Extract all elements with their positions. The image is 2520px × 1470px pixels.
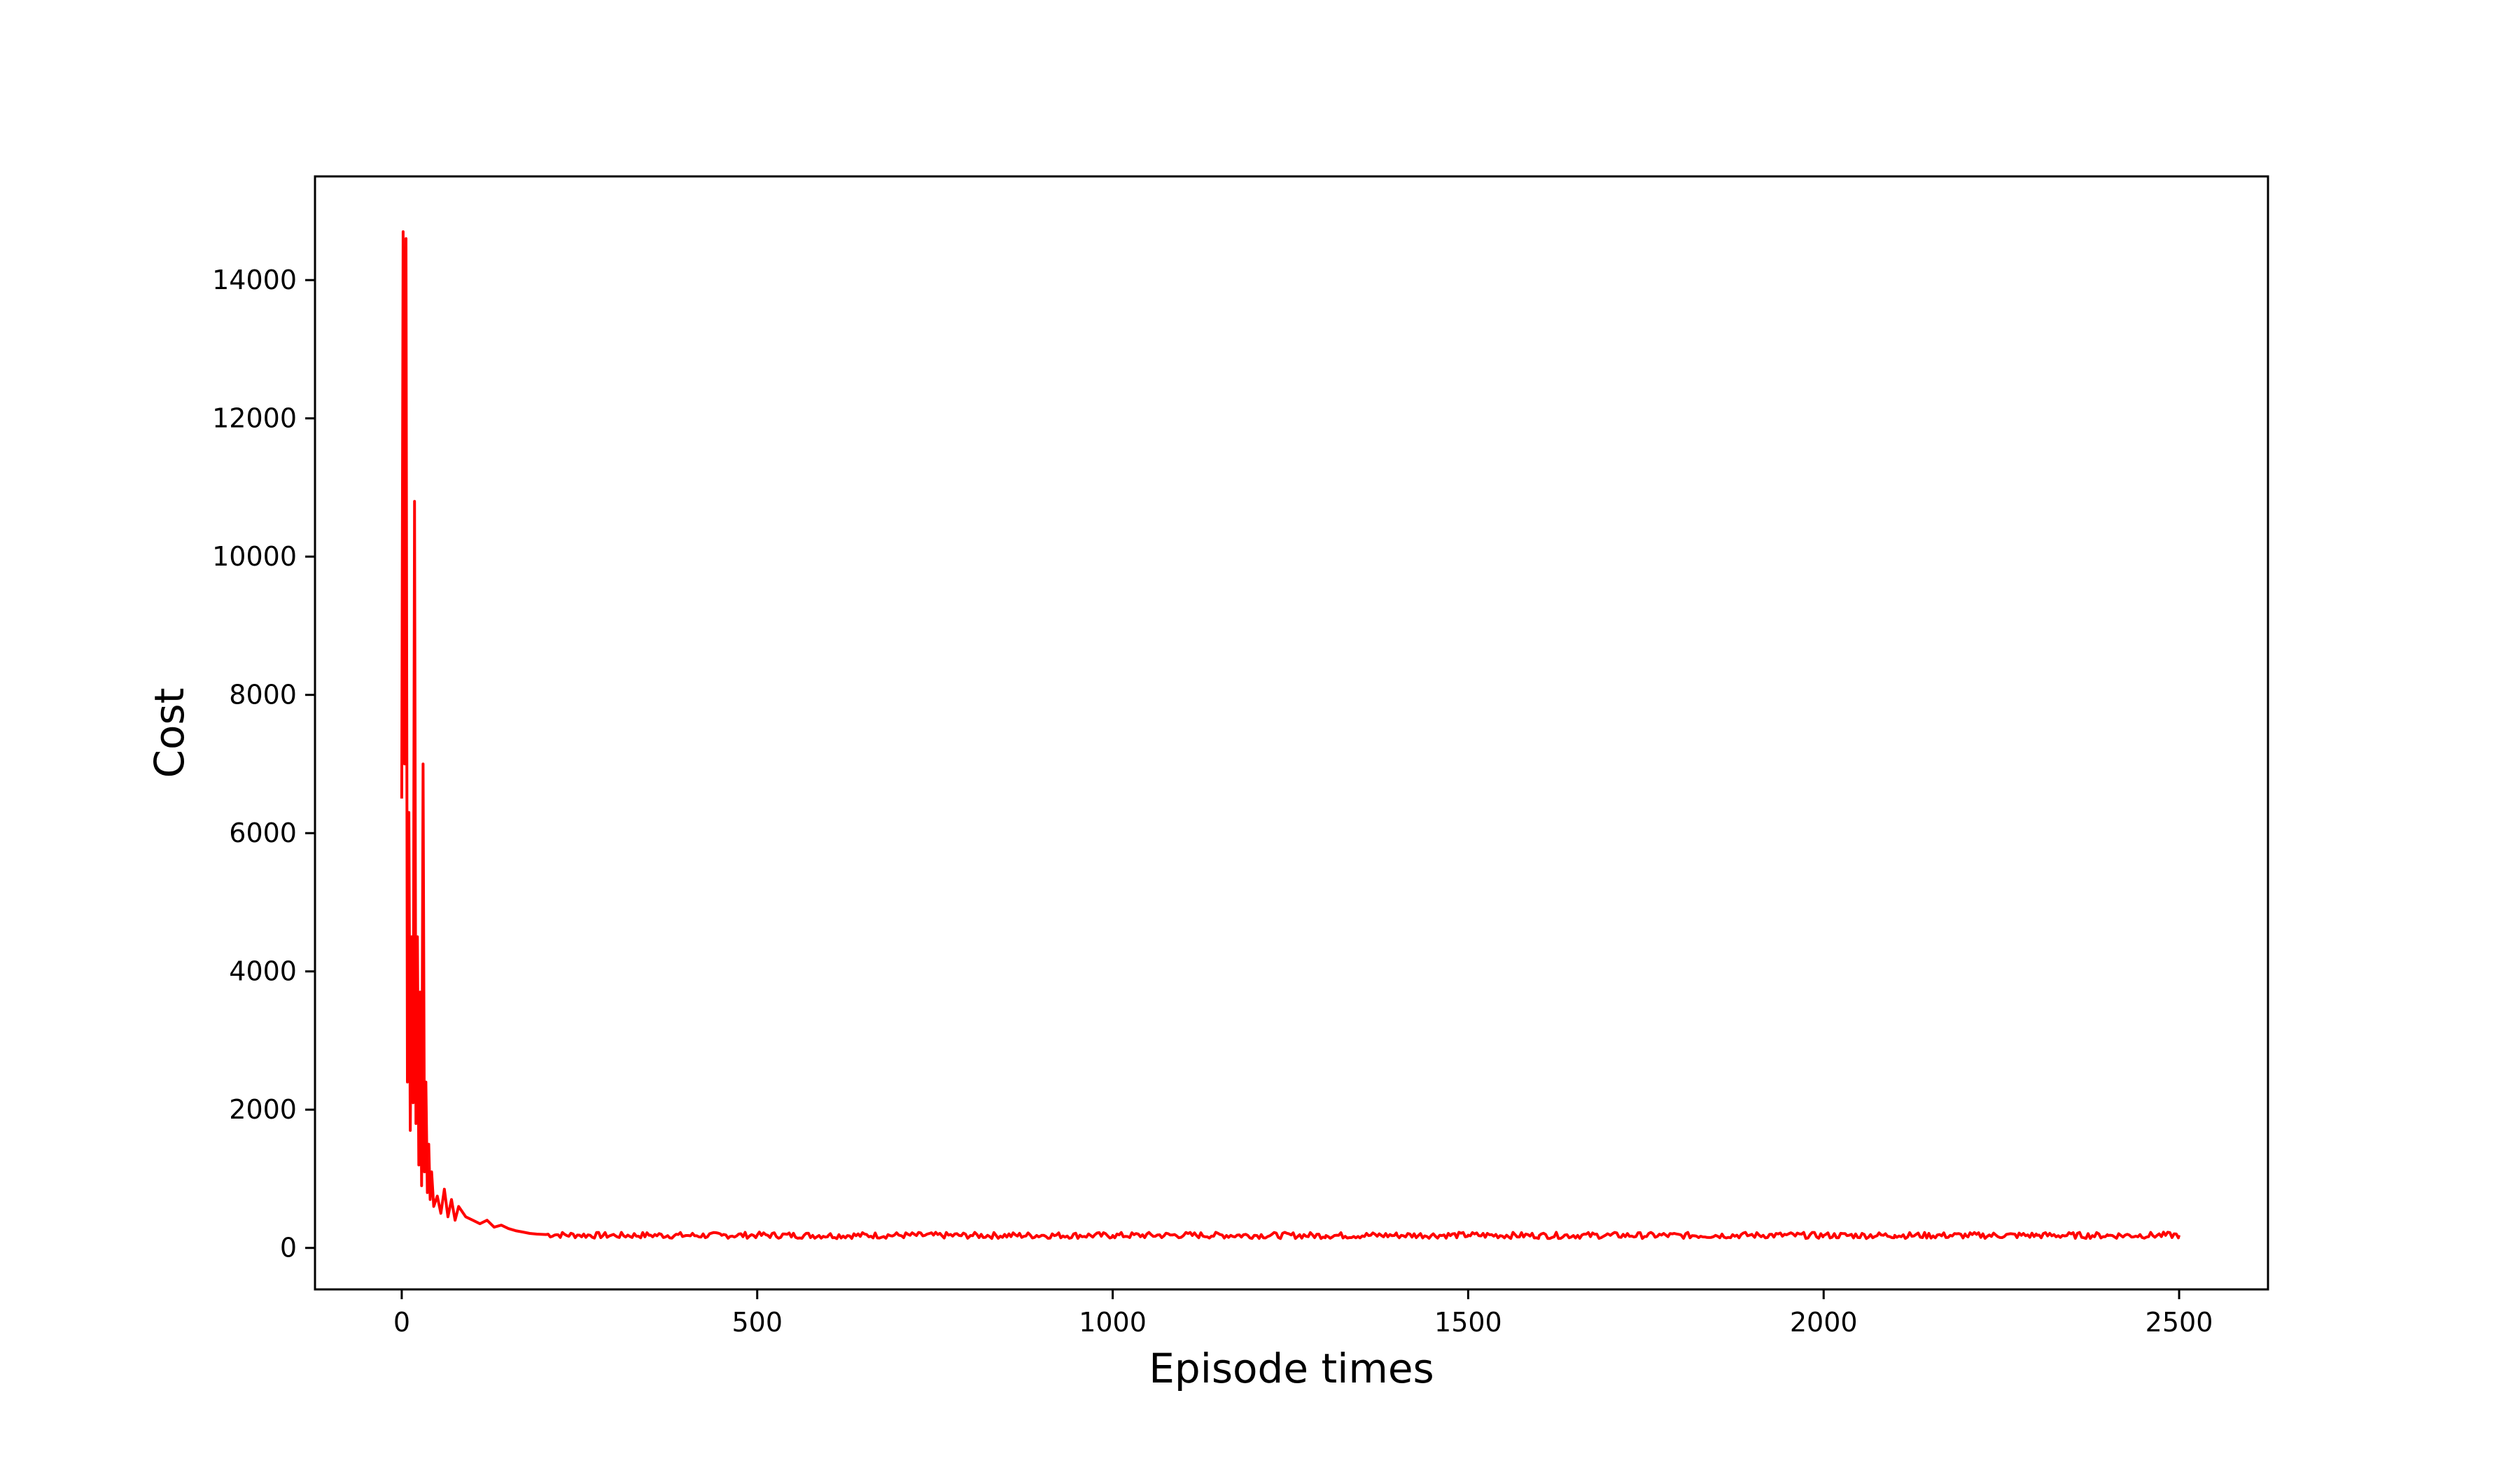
x-axis-title: Episode times bbox=[1149, 1345, 1434, 1392]
y-tick-label: 4000 bbox=[229, 956, 297, 987]
x-tick-label: 0 bbox=[393, 1307, 410, 1338]
x-axis-ticks: 0 500 1000 1500 2000 2500 bbox=[393, 1289, 2213, 1338]
y-tick-label: 2000 bbox=[229, 1094, 297, 1125]
y-tick-label: 0 bbox=[280, 1233, 297, 1264]
y-tick-label: 6000 bbox=[229, 818, 297, 848]
x-tick-label: 2500 bbox=[2146, 1307, 2213, 1338]
x-tick-label: 1500 bbox=[1434, 1307, 1502, 1338]
y-tick-label: 12000 bbox=[212, 403, 297, 434]
y-tick-label: 8000 bbox=[229, 680, 297, 710]
y-tick-label: 10000 bbox=[212, 541, 297, 572]
y-axis-title: Cost bbox=[146, 688, 193, 778]
x-tick-label: 2000 bbox=[1790, 1307, 1858, 1338]
x-tick-label: 1000 bbox=[1079, 1307, 1147, 1338]
plot-area bbox=[315, 176, 2268, 1289]
cost-series-line bbox=[400, 230, 2180, 1240]
y-axis-ticks: 0 2000 4000 6000 8000 10000 12000 14000 bbox=[212, 265, 315, 1264]
plot-frame bbox=[314, 175, 2269, 1291]
y-tick-label: 14000 bbox=[212, 265, 297, 295]
x-tick-label: 500 bbox=[732, 1307, 783, 1338]
